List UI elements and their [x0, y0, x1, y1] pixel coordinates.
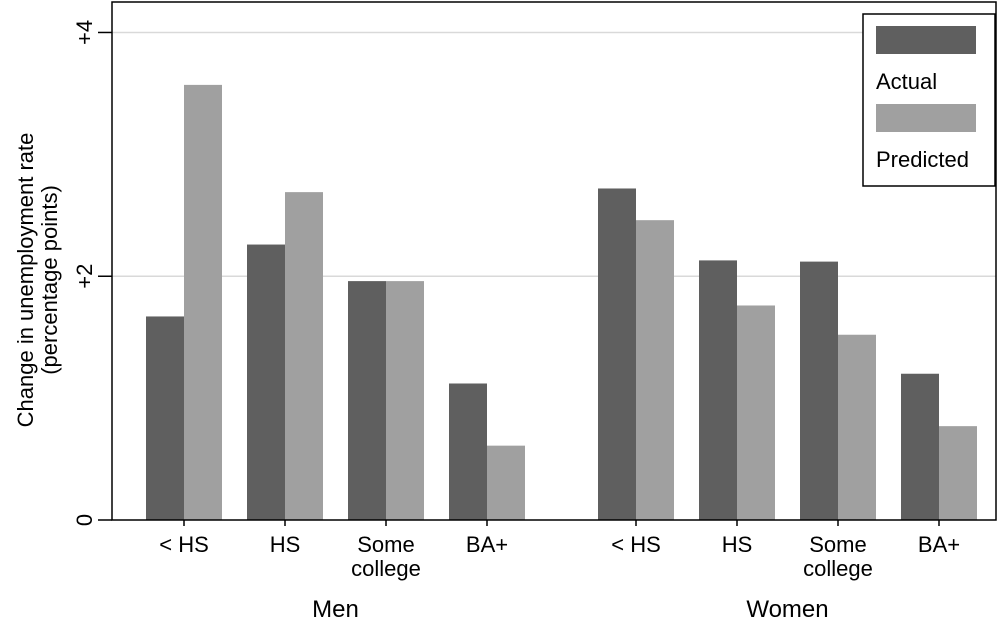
bar-actual — [348, 281, 386, 520]
legend-swatch — [876, 26, 976, 54]
bar-predicted — [838, 334, 876, 520]
legend-label: Actual — [876, 69, 937, 94]
legend-swatch — [876, 104, 976, 132]
group-label: Women — [746, 596, 828, 623]
bar-actual — [247, 244, 285, 520]
bar-predicted — [939, 426, 977, 520]
y-tick-label: +4 — [72, 20, 97, 45]
bar-actual — [146, 316, 184, 520]
legend-label: Predicted — [876, 147, 969, 172]
x-tick-label: BA+ — [918, 532, 960, 557]
bar-predicted — [636, 220, 674, 520]
x-tick-label: college — [351, 556, 421, 581]
bar-actual — [598, 188, 636, 521]
bar-actual — [449, 383, 487, 520]
y-axis: 0 +2 +4 — [72, 20, 112, 526]
bar-predicted — [737, 305, 775, 520]
bar-actual — [901, 373, 939, 520]
y-axis-label: (percentage points) — [37, 185, 62, 375]
x-tick-label: < HS — [611, 532, 661, 557]
bar-predicted — [487, 445, 525, 520]
bar-actual — [699, 260, 737, 520]
x-tick-label: HS — [722, 532, 753, 557]
bar-predicted — [184, 84, 222, 520]
x-tick-label: Some — [357, 532, 414, 557]
x-tick-label: Some — [809, 532, 866, 557]
x-tick-label: HS — [270, 532, 301, 557]
y-tick-label: +2 — [72, 264, 97, 289]
x-tick-label: college — [803, 556, 873, 581]
y-tick-label: 0 — [72, 514, 97, 526]
y-axis-title: Change in unemployment rate (percentage p… — [13, 133, 62, 428]
plot-area-frame — [111, 1, 997, 521]
group-label: Men — [312, 596, 359, 623]
bars — [146, 84, 977, 521]
y-axis-label: Change in unemployment rate — [13, 133, 38, 428]
bar-predicted — [386, 281, 424, 520]
bar-predicted — [285, 192, 323, 520]
bar-actual — [800, 261, 838, 520]
x-tick-label: BA+ — [466, 532, 508, 557]
legend: Actual Predicted — [862, 13, 996, 187]
x-tick-label: < HS — [159, 532, 209, 557]
